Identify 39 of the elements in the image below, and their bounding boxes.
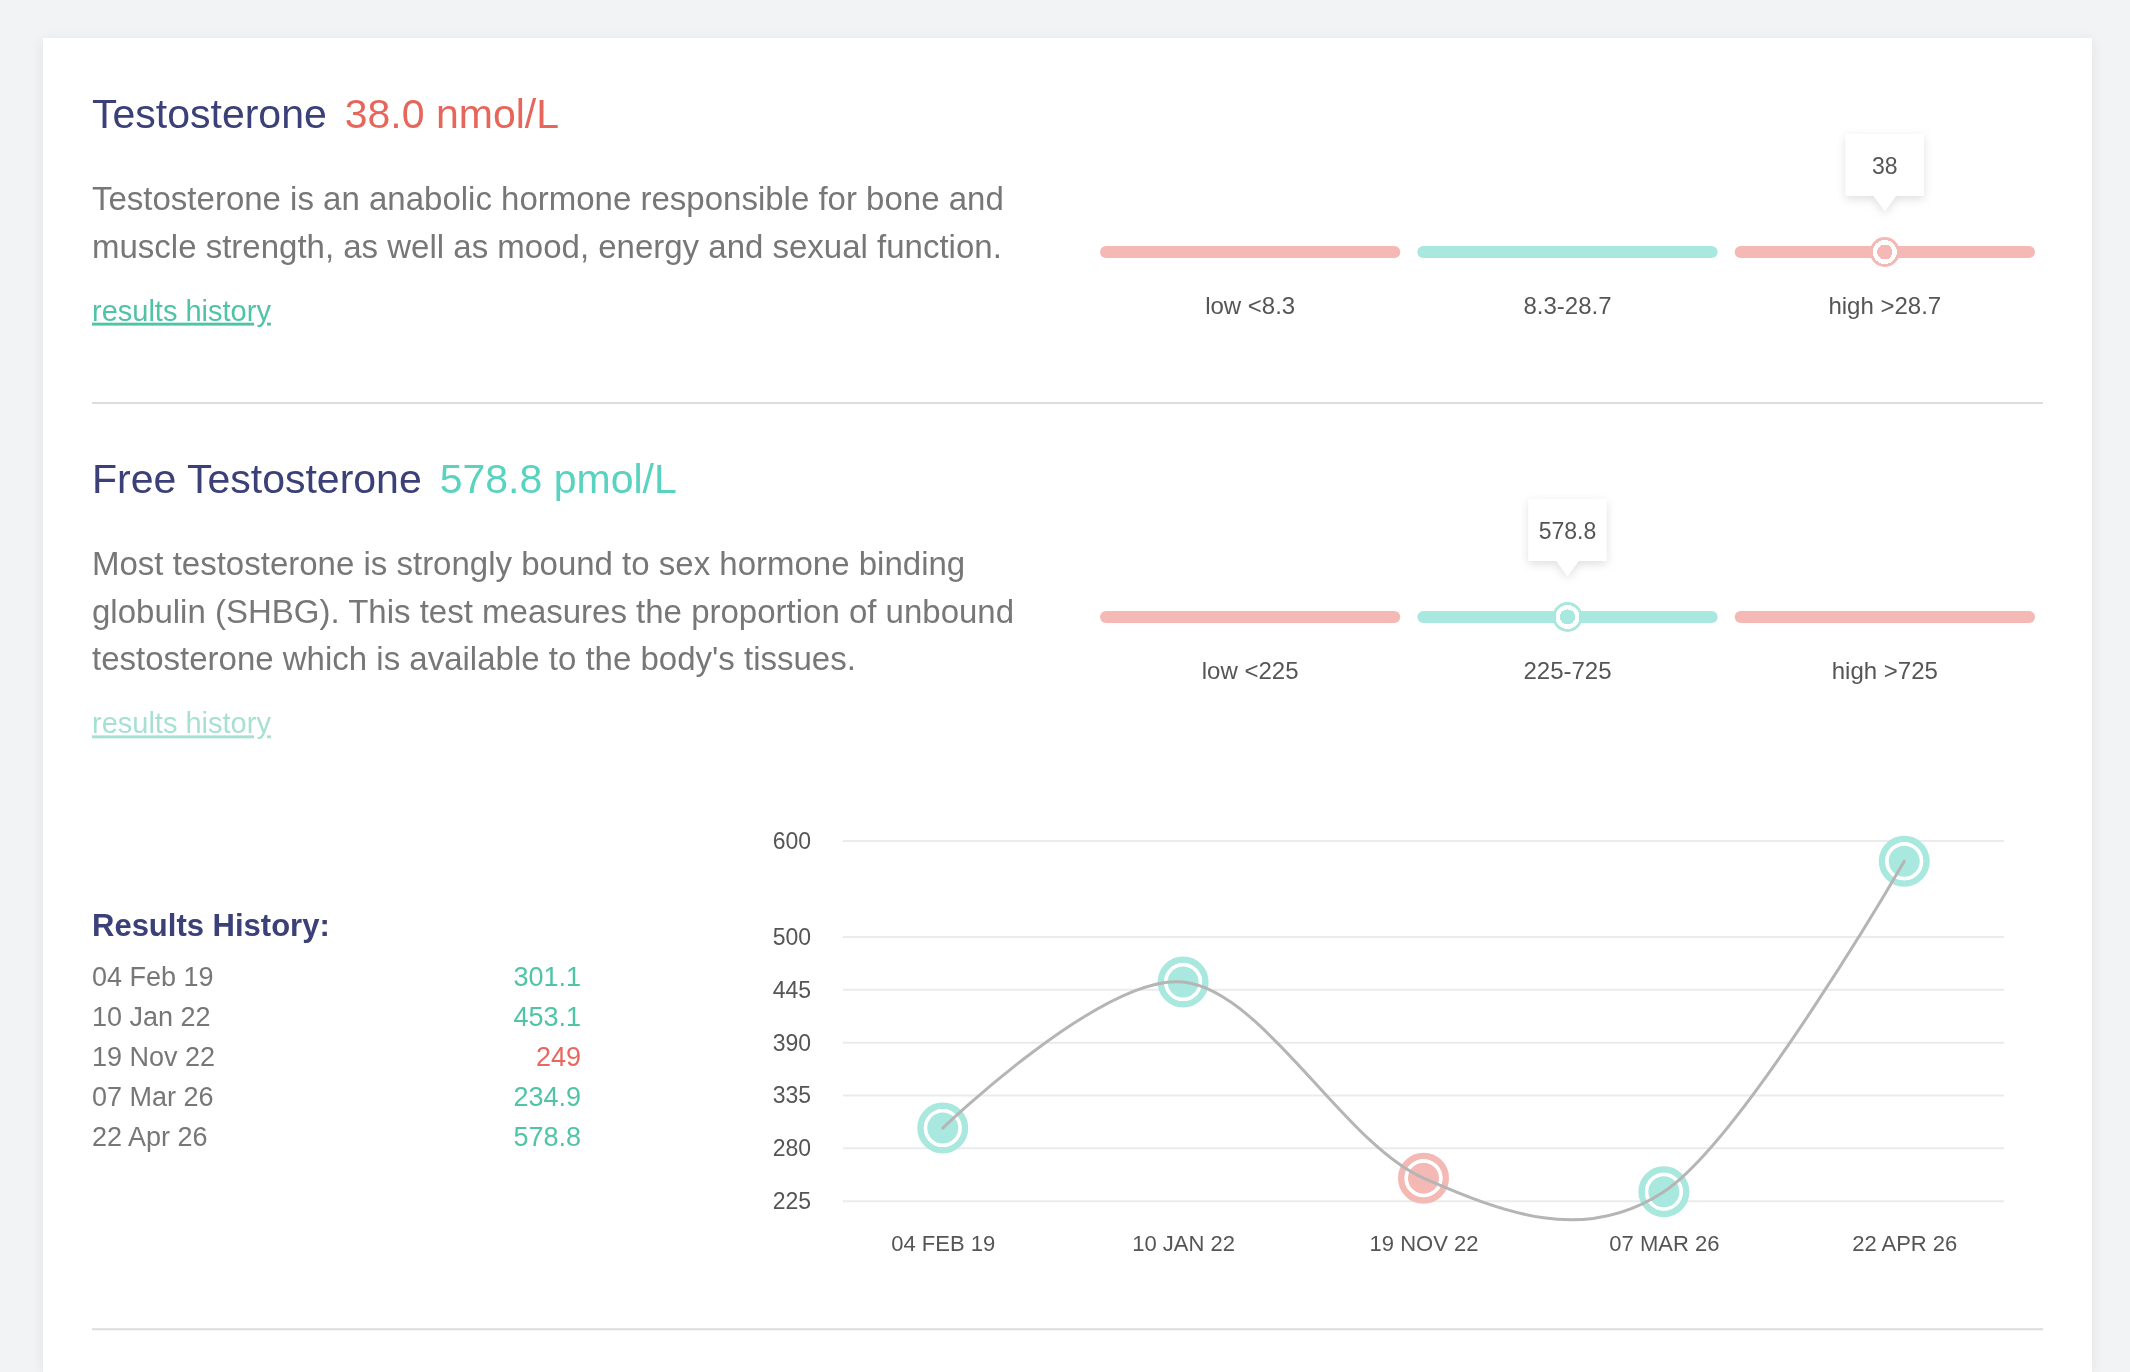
category-label: 22 Apr 26 (92, 1122, 208, 1153)
y-tick-label: 445 (772, 976, 811, 1003)
category-label: low <8.3 (1205, 292, 1296, 319)
text: Free Testosterone (92, 456, 422, 502)
y-tick-label: 335 (772, 1082, 811, 1109)
data-label: 38 (1872, 153, 1898, 179)
data-label: 578.8 (513, 1122, 581, 1153)
text: results history (92, 707, 272, 740)
data-label: 249 (535, 1042, 581, 1073)
text: Results History: (92, 908, 330, 944)
y-tick-label: 500 (772, 923, 811, 950)
category-label: high >725 (1831, 657, 1938, 684)
x-tick-label: 22 APR 26 (1852, 1230, 1958, 1256)
category-label: 07 Mar 26 (92, 1082, 214, 1113)
category-label: high >28.7 (1828, 292, 1942, 319)
category-label: 04 Feb 19 (92, 962, 214, 993)
x-tick-label: 04 FEB 19 (891, 1230, 996, 1256)
y-tick-label: 390 (772, 1029, 811, 1056)
data-label: 234.9 (513, 1082, 581, 1113)
data-label: 301.1 (513, 962, 581, 993)
text: results history (92, 294, 272, 327)
text: Testosterone is an anabolic hormone responsible for bone and muscle strength, as well as mood, energy and sexual function. (92, 180, 1004, 265)
y-tick-label: 225 (772, 1188, 811, 1215)
x-tick-label: 07 MAR 26 (1609, 1230, 1720, 1256)
data-label: 453.1 (513, 1002, 581, 1033)
category-label: low <225 (1201, 657, 1299, 684)
text: 578.8 pmol/L (439, 456, 677, 502)
text: Most testosterone is strongly bound to sex hormone binding globulin (SHBG). This test measures the proportion of unbound testosterone which is available to the body's tissues. (92, 545, 1015, 678)
text: 38.0 nmol/L (344, 91, 559, 137)
category-label: 19 Nov 22 (92, 1042, 216, 1073)
data-label: 578.8 (1538, 518, 1597, 544)
y-tick-label: 600 (772, 827, 811, 854)
text: Testosterone (92, 91, 327, 137)
category-label: 10 Jan 22 (92, 1002, 211, 1033)
x-tick-label: 10 JAN 22 (1132, 1230, 1235, 1256)
category-label: 8.3-28.7 (1523, 292, 1612, 319)
y-tick-label: 280 (772, 1135, 811, 1162)
x-tick-label: 19 NOV 22 (1369, 1230, 1479, 1256)
category-label: 225-725 (1523, 657, 1612, 684)
